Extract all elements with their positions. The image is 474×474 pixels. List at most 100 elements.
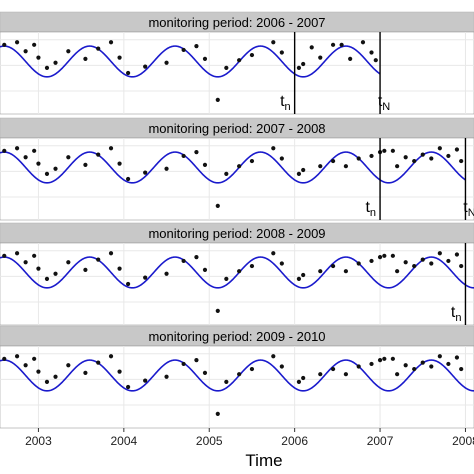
data-point: [249, 158, 255, 164]
tn-marker-label-main: t: [365, 199, 370, 216]
data-point: [437, 146, 442, 151]
plot-area: [0, 31, 474, 115]
panel-title: monitoring period: 2009 - 2010: [148, 329, 325, 344]
data-point: [296, 65, 302, 70]
data-point: [36, 55, 41, 60]
data-point: [36, 266, 41, 271]
data-point: [330, 263, 336, 269]
data-point: [96, 360, 101, 365]
data-point: [202, 370, 208, 376]
data-point: [369, 50, 374, 55]
tN-marker-label-sub: N: [382, 101, 390, 113]
data-point: [32, 356, 37, 361]
data-point: [296, 171, 302, 176]
data-point: [237, 269, 242, 274]
data-point: [390, 356, 395, 361]
data-point: [53, 374, 58, 379]
data-point: [96, 257, 101, 262]
data-point: [32, 148, 37, 153]
panel-title: monitoring period: 2007 - 2008: [148, 121, 325, 136]
x-axis: 2003 2004 2005 2006 2007 2008: [25, 428, 474, 448]
tN-marker-label: tN: [378, 93, 390, 113]
data-point: [279, 261, 284, 266]
data-point: [356, 156, 361, 161]
data-point: [66, 260, 71, 265]
data-point: [382, 356, 387, 361]
x-tick-label: 2006: [281, 434, 308, 448]
data-point: [2, 42, 7, 47]
data-point: [446, 258, 451, 264]
data-point: [215, 203, 220, 209]
data-point: [382, 148, 387, 153]
data-point: [14, 40, 20, 45]
x-tick-label: 2008: [452, 434, 474, 448]
data-point: [459, 366, 464, 372]
data-point: [343, 372, 348, 377]
data-point: [126, 70, 131, 76]
data-point: [143, 64, 148, 69]
data-point: [2, 253, 7, 258]
data-point: [44, 171, 50, 176]
data-point: [377, 254, 383, 260]
data-point: [271, 251, 276, 256]
data-point: [2, 356, 7, 361]
panel-3: monitoring period: 2008 - 2009 tn: [0, 222, 474, 326]
data-point: [164, 374, 169, 379]
data-point: [117, 369, 122, 374]
data-point: [194, 254, 199, 260]
data-point: [330, 158, 336, 164]
data-point: [164, 60, 169, 65]
tn-marker-label-main: t: [280, 93, 285, 110]
data-point: [66, 363, 71, 368]
data-point: [296, 276, 302, 281]
data-point: [14, 354, 20, 359]
data-point: [454, 355, 460, 360]
data-point: [83, 267, 88, 273]
data-point: [318, 55, 323, 60]
data-point: [126, 176, 131, 182]
plot-area: [0, 345, 474, 429]
data-point: [14, 251, 20, 256]
data-point: [356, 261, 361, 266]
x-tick-label: 2005: [196, 434, 223, 448]
data-point: [271, 354, 276, 359]
data-point: [395, 372, 400, 377]
data-point: [126, 281, 131, 287]
model-line: [0, 151, 466, 184]
data-point: [164, 271, 169, 276]
data-point: [117, 266, 122, 271]
data-point: [237, 372, 242, 377]
data-point: [459, 263, 464, 269]
data-point: [369, 153, 374, 159]
data-point: [454, 147, 460, 152]
data-point: [23, 155, 28, 160]
data-point: [202, 162, 208, 168]
data-point: [96, 46, 101, 51]
tn-marker-label-sub: n: [455, 312, 461, 324]
data-point: [403, 363, 408, 368]
panel-title: monitoring period: 2006 - 2007: [148, 15, 325, 30]
data-point: [2, 148, 7, 153]
data-point: [194, 357, 199, 363]
data-point: [403, 260, 408, 265]
panel-title: monitoring period: 2008 - 2009: [148, 226, 325, 241]
data-point: [53, 271, 58, 276]
data-point: [395, 269, 400, 274]
data-point: [412, 158, 417, 164]
data-point: [412, 263, 417, 269]
data-point: [83, 162, 88, 168]
plot-area: [0, 242, 474, 326]
data-point: [36, 161, 41, 166]
data-point: [224, 276, 229, 281]
data-point: [202, 56, 208, 62]
data-point: [143, 275, 148, 280]
data-point: [181, 361, 186, 367]
data-point: [343, 164, 348, 169]
data-point: [108, 354, 114, 359]
data-point: [437, 251, 442, 256]
tN-marker-label-sub: N: [468, 207, 474, 219]
data-point: [66, 49, 71, 54]
tn-marker-label: tn: [280, 93, 291, 113]
